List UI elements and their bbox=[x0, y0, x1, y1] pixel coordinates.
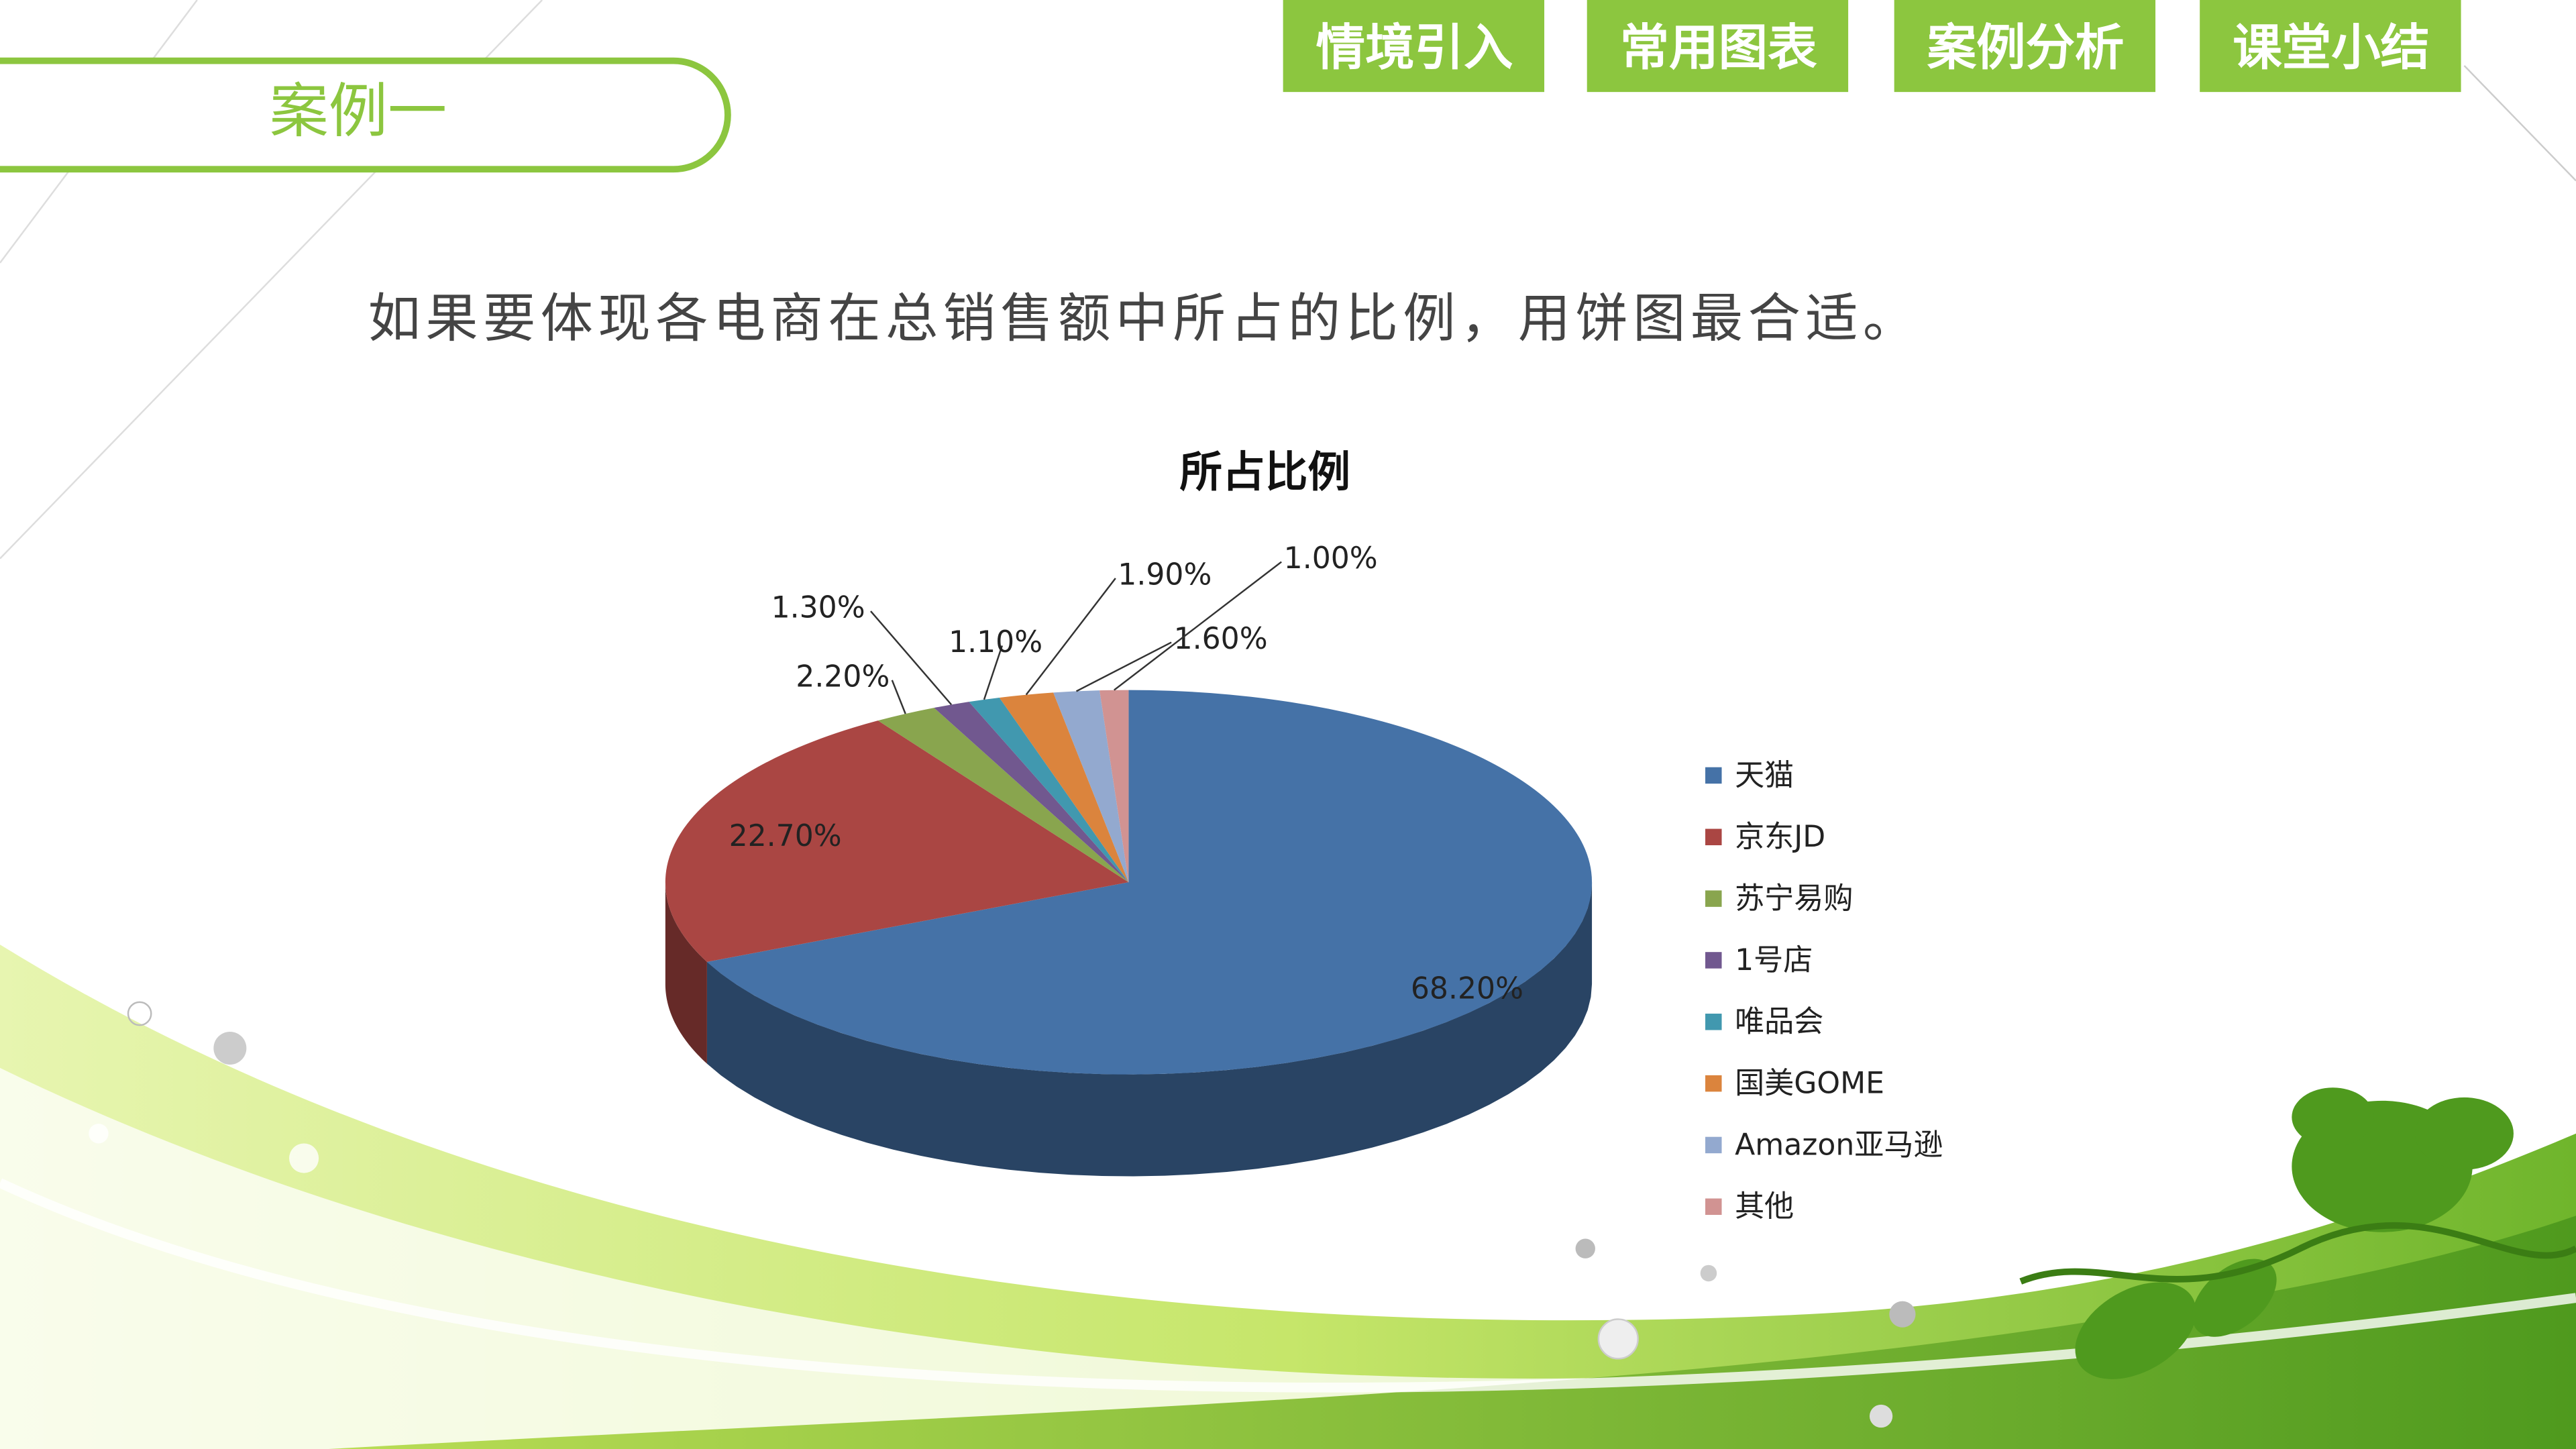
leader-line bbox=[891, 680, 906, 714]
nav-label: 常用图表 bbox=[1620, 19, 1817, 76]
pie-slice bbox=[665, 720, 1129, 1064]
data-label: 68.20% bbox=[1411, 972, 1523, 1006]
legend-label: 国美GOME bbox=[1735, 1067, 1884, 1101]
nav-label: 情境引入 bbox=[1316, 19, 1513, 76]
legend-swatch bbox=[1705, 767, 1722, 784]
slice-side bbox=[665, 882, 707, 1064]
legend-label: 天猫 bbox=[1735, 758, 1794, 792]
pie-slice bbox=[706, 690, 1593, 1177]
legend-label: 1号店 bbox=[1735, 943, 1813, 977]
slice-top bbox=[934, 702, 1129, 883]
legend-swatch bbox=[1705, 890, 1722, 907]
legend-swatch bbox=[1705, 828, 1722, 845]
pie-slice bbox=[934, 702, 1129, 883]
data-label: 22.70% bbox=[729, 819, 842, 853]
legend-swatch bbox=[1705, 1198, 1722, 1216]
data-label: 1.00% bbox=[1284, 541, 1378, 576]
legend-label: 其他 bbox=[1735, 1189, 1794, 1224]
pie-slice bbox=[877, 708, 1129, 883]
legend-swatch bbox=[1705, 952, 1722, 969]
legend-swatch bbox=[1705, 1075, 1722, 1092]
slice-top bbox=[1099, 690, 1129, 883]
leader-line bbox=[870, 610, 953, 706]
legend-label: Amazon亚马逊 bbox=[1735, 1128, 1943, 1162]
data-label: 1.90% bbox=[1118, 558, 1212, 592]
pie-slice bbox=[1099, 690, 1129, 883]
chart-title: 所占比例 bbox=[1179, 447, 1350, 497]
legend-label: 唯品会 bbox=[1735, 1005, 1823, 1039]
slice-top bbox=[706, 690, 1593, 1075]
data-label: 1.10% bbox=[949, 625, 1042, 659]
section-header: 案例一 bbox=[0, 57, 731, 173]
pie: 68.20% 22.70% 2.20% 1.30% 1.10% 1.90% 1.60% 1.0… bbox=[665, 541, 1593, 1177]
section-title: 案例一 bbox=[270, 76, 447, 146]
subtitle: 如果要体现各电商在总销售额中所占的比例，用饼图最合适。 bbox=[368, 288, 1921, 349]
nav-label: 案例分析 bbox=[1927, 19, 2125, 76]
nav-tab bbox=[2200, 0, 2461, 93]
slice-top bbox=[877, 708, 1129, 883]
slice-top bbox=[969, 697, 1129, 883]
leader-line bbox=[1025, 578, 1116, 696]
leader-line bbox=[1114, 561, 1282, 691]
legend-label: 苏宁易购 bbox=[1735, 881, 1853, 916]
pie-slice bbox=[999, 692, 1129, 883]
nav-tab bbox=[1894, 0, 2156, 93]
leader-line bbox=[983, 645, 1004, 700]
leader-line bbox=[1075, 641, 1172, 692]
pie-slice bbox=[1053, 690, 1129, 883]
legend-swatch bbox=[1705, 1014, 1722, 1030]
pie-slice bbox=[969, 697, 1129, 883]
legend-swatch bbox=[1705, 1136, 1722, 1154]
slice-top bbox=[1053, 690, 1129, 883]
nav-bar: 情境引入 常用图表 案例分析 课堂小结 bbox=[1283, 0, 2461, 93]
nav-tab bbox=[1283, 0, 1545, 93]
slice-side bbox=[706, 882, 1593, 1177]
data-label: 1.60% bbox=[1174, 622, 1268, 656]
nav-label: 课堂小结 bbox=[2233, 19, 2430, 76]
legend-label: 京东JD bbox=[1735, 820, 1825, 854]
slice-top bbox=[999, 692, 1129, 883]
nav-tab bbox=[1587, 0, 1849, 93]
data-label: 2.20% bbox=[796, 659, 890, 694]
slice-top bbox=[665, 720, 1129, 962]
data-label: 1.30% bbox=[771, 591, 865, 625]
